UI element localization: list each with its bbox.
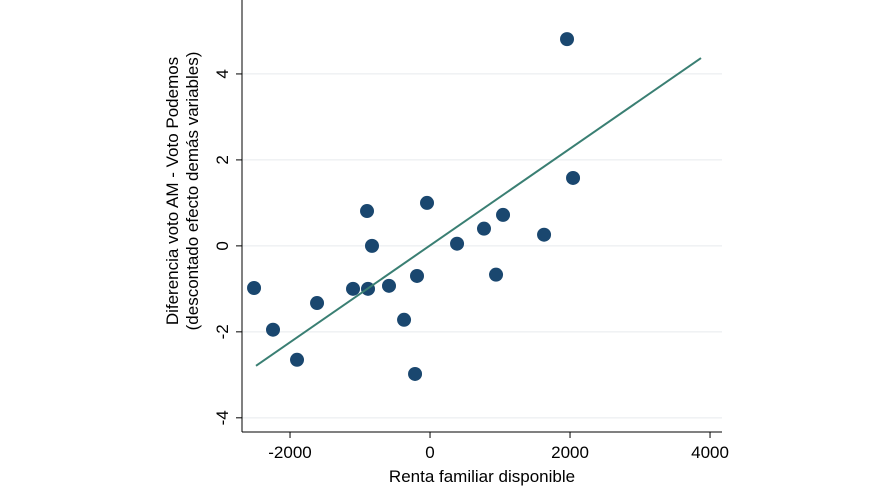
x-axis-label: Renta familiar disponible	[389, 467, 575, 486]
point	[247, 281, 262, 295]
x-tick-label: -2000	[268, 443, 311, 462]
y-tick-label: 2	[213, 155, 232, 164]
point	[310, 296, 325, 311]
y-axis-label: Diferencia voto AM - Voto Podemos	[163, 57, 182, 325]
point	[450, 236, 465, 251]
point	[496, 207, 511, 222]
point	[560, 32, 575, 47]
point	[410, 268, 425, 283]
y-tick-label: -4	[213, 410, 232, 425]
point	[266, 322, 281, 337]
point	[364, 238, 379, 253]
point	[476, 221, 491, 236]
y-tick-label: 0	[213, 241, 232, 250]
point	[566, 170, 581, 185]
point	[382, 278, 397, 293]
point	[408, 366, 423, 381]
x-tick-label: 0	[425, 443, 434, 462]
y-tick-label: -2	[213, 324, 232, 339]
point	[290, 352, 305, 367]
x-tick-label: 2000	[551, 443, 589, 462]
point	[489, 267, 504, 282]
y-axis-label: (descontado efecto demás variables)	[183, 52, 202, 331]
x-tick-label: 4000	[691, 443, 729, 462]
point	[346, 281, 361, 296]
point	[397, 312, 412, 327]
point	[537, 227, 552, 242]
y-tick-label: 4	[213, 69, 232, 78]
point	[420, 195, 435, 210]
fit-line	[255, 57, 702, 367]
point	[360, 204, 375, 219]
